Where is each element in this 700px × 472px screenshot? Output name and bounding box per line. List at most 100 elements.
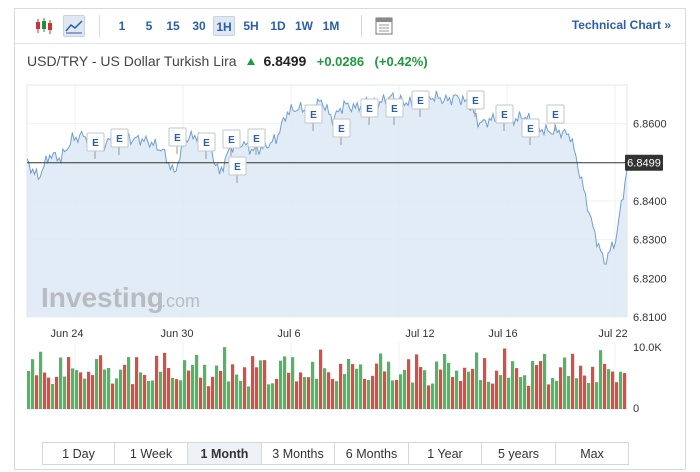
volume-bar — [331, 379, 335, 409]
event-box — [360, 98, 379, 118]
last-price: 6.8499 — [263, 53, 307, 69]
timeframe-1m[interactable]: 1M — [322, 19, 340, 33]
range-tab-1-day[interactable]: 1 Day — [42, 442, 115, 465]
volume-bar — [527, 385, 531, 409]
volume-bar — [315, 378, 319, 409]
volume-bar — [275, 378, 279, 409]
timeframe-15[interactable]: 15 — [166, 19, 180, 33]
volume-bar — [371, 375, 375, 409]
timeframe-1[interactable]: 1 — [118, 19, 126, 33]
volume-bar — [319, 349, 323, 409]
volume-bar — [63, 376, 67, 409]
timeframe-1h[interactable]: 1H — [213, 16, 235, 36]
range-tab-6-months[interactable]: 6 Months — [334, 442, 409, 465]
range-tab-1-month[interactable]: 1 Month — [187, 442, 262, 465]
range-tab-1-year[interactable]: 1 Year — [408, 442, 482, 465]
event-marker: E — [228, 156, 247, 183]
volume-bar — [99, 355, 103, 409]
event-label: E — [116, 134, 123, 145]
y-tick-label: 6.8200 — [633, 273, 667, 285]
event-box — [411, 90, 430, 110]
candlestick-icon[interactable] — [33, 15, 55, 37]
timeframe-5[interactable]: 5 — [145, 19, 153, 33]
volume-bar — [151, 380, 155, 409]
area-chart-icon[interactable] — [63, 15, 85, 37]
event-box — [197, 132, 216, 152]
event-marker: E — [332, 118, 351, 145]
volume-bar — [455, 370, 459, 409]
volume-bar — [215, 365, 219, 409]
volume-bar — [559, 367, 563, 409]
volume-bar — [47, 377, 51, 409]
volume-bar — [291, 357, 295, 409]
volume-bar — [243, 367, 247, 409]
instrument-header: USD/TRY - US Dollar Turkish Lira 6.8499 … — [27, 53, 428, 73]
timeframe-5h[interactable]: 5H — [243, 19, 259, 33]
volume-bar — [523, 375, 527, 409]
volume-bar — [443, 354, 447, 409]
volume-bar — [279, 360, 283, 409]
event-label: E — [253, 134, 260, 145]
volume-bar — [135, 357, 139, 409]
price-chart[interactable]: Investing.com 6.8499 6.8600 6.8400 6.8300 6.8… — [15, 9, 687, 471]
volume-bar — [155, 355, 159, 409]
volume-bar — [363, 378, 367, 409]
volume-bar — [427, 385, 431, 409]
volume-bar — [351, 364, 355, 409]
event-box — [495, 104, 514, 124]
volume-bar — [59, 357, 63, 409]
volume-bar — [407, 359, 411, 409]
volume-bar — [107, 367, 111, 409]
event-marker: E — [495, 104, 514, 131]
y-tick-label: 6.8400 — [633, 196, 667, 208]
volume-bar — [599, 350, 603, 409]
volume-bar — [299, 372, 303, 409]
technical-chart-link[interactable]: Technical Chart » — [571, 18, 671, 32]
volume-bar — [167, 368, 171, 409]
volume-bar — [511, 361, 515, 409]
volume-bar — [591, 366, 595, 409]
timeframe-1w[interactable]: 1W — [295, 19, 313, 33]
current-price-label: 6.8499 — [627, 158, 661, 170]
range-tab-3-months[interactable]: 3 Months — [261, 442, 335, 465]
calendar-icon[interactable] — [373, 15, 395, 37]
volume-bar — [451, 377, 455, 409]
timeframe-30[interactable]: 30 — [192, 19, 206, 33]
range-tab-5-years[interactable]: 5 years — [481, 442, 556, 465]
y-tick-label: 6.8600 — [633, 119, 667, 131]
volume-bar — [431, 383, 435, 409]
event-label: E — [92, 138, 99, 149]
volume-bar — [607, 369, 611, 409]
x-tick-label: Jul 16 — [488, 328, 517, 340]
volume-bar — [411, 382, 415, 409]
volume-bar — [343, 374, 347, 409]
volume-bar — [395, 379, 399, 409]
volume-bar — [211, 376, 215, 409]
range-tab-1-week[interactable]: 1 Week — [114, 442, 188, 465]
toolbar-divider — [99, 15, 100, 37]
volume-bar — [495, 370, 499, 409]
timeframe-1d[interactable]: 1D — [270, 19, 286, 33]
event-box — [332, 118, 351, 138]
event-box — [466, 90, 485, 110]
volume-bar — [327, 372, 331, 409]
volume-bar — [147, 380, 151, 409]
volume-bar — [347, 358, 351, 409]
range-tab-max[interactable]: Max — [555, 442, 629, 465]
event-marker: E — [466, 90, 485, 117]
volume-bar — [379, 353, 383, 409]
volume-bar — [115, 378, 119, 409]
volume-bar — [515, 368, 519, 409]
volume-bar — [127, 357, 131, 409]
volume-bar — [103, 369, 107, 409]
volume-bar — [583, 375, 587, 409]
event-label: E — [472, 96, 479, 107]
volume-bar — [307, 377, 311, 409]
x-tick-label: Jun 24 — [50, 328, 83, 340]
event-label: E — [501, 110, 508, 121]
instrument-title: USD/TRY - US Dollar Turkish Lira — [27, 53, 237, 69]
volume-bar — [111, 383, 115, 409]
volume-bar — [139, 372, 143, 409]
volume-tick-label: 10.0K — [633, 342, 662, 354]
volume-bar — [183, 360, 187, 409]
